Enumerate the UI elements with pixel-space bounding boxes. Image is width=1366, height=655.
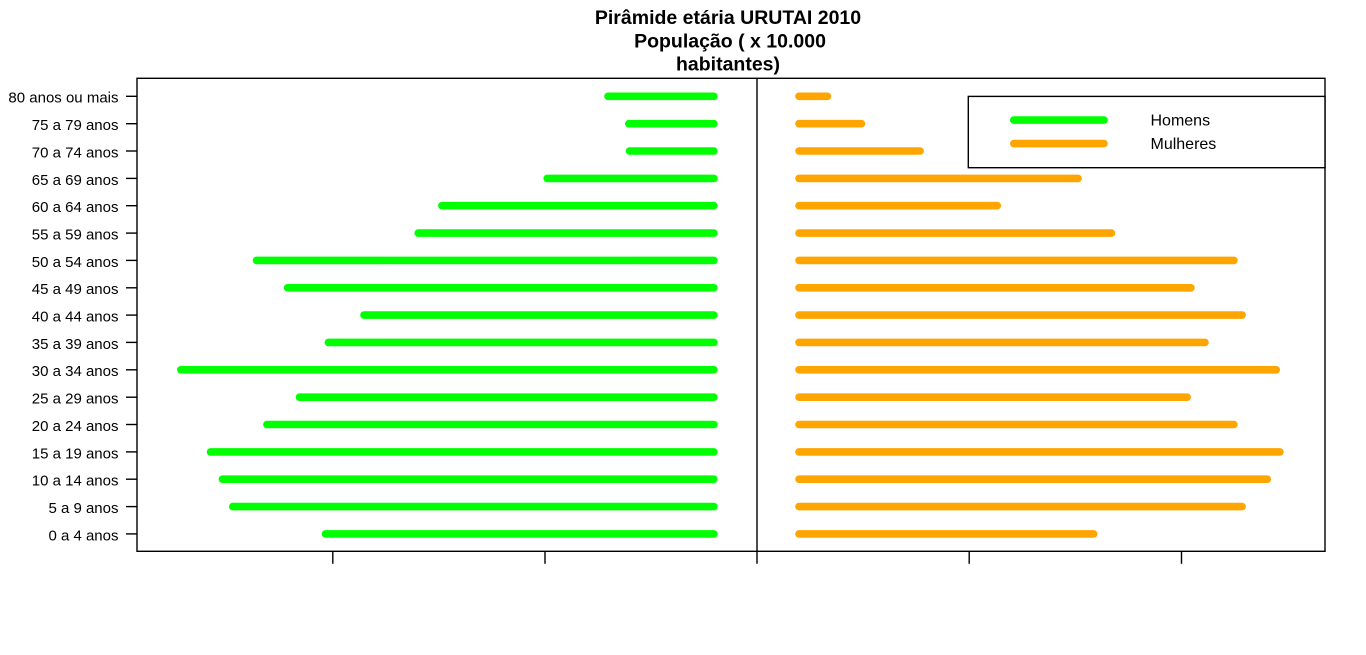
svg-text:0 a 4 anos: 0 a 4 anos — [48, 527, 118, 544]
svg-text:60 a 64 anos: 60 a 64 anos — [32, 199, 119, 216]
svg-text:Homens: Homens — [1151, 113, 1211, 130]
svg-text:População ( x 10.000: População ( x 10.000 — [634, 30, 826, 52]
svg-text:40 a 44 anos: 40 a 44 anos — [32, 309, 119, 326]
svg-text:5 a 9 anos: 5 a 9 anos — [48, 500, 118, 517]
svg-text:Mulheres: Mulheres — [1151, 136, 1217, 153]
svg-text:45 a 49 anos: 45 a 49 anos — [32, 281, 119, 298]
svg-text:35 a 39 anos: 35 a 39 anos — [32, 336, 119, 353]
svg-text:55 a 59 anos: 55 a 59 anos — [32, 226, 119, 243]
svg-text:habitantes): habitantes) — [676, 54, 780, 76]
svg-text:25 a 29 anos: 25 a 29 anos — [32, 391, 119, 408]
svg-text:80 anos ou mais: 80 anos ou mais — [8, 90, 118, 107]
svg-text:10 a 14 anos: 10 a 14 anos — [32, 473, 119, 490]
svg-text:Pirâmide etária URUTAI 2010: Pirâmide etária URUTAI 2010 — [595, 7, 861, 29]
svg-text:15 a 19 anos: 15 a 19 anos — [32, 445, 119, 462]
svg-text:20 a 24 anos: 20 a 24 anos — [32, 418, 119, 435]
svg-text:75 a 79 anos: 75 a 79 anos — [32, 117, 119, 134]
svg-text:50 a 54 anos: 50 a 54 anos — [32, 254, 119, 271]
svg-text:70 a 74 anos: 70 a 74 anos — [32, 144, 119, 161]
svg-text:65 a 69 anos: 65 a 69 anos — [32, 172, 119, 189]
svg-text:30 a 34 anos: 30 a 34 anos — [32, 363, 119, 380]
